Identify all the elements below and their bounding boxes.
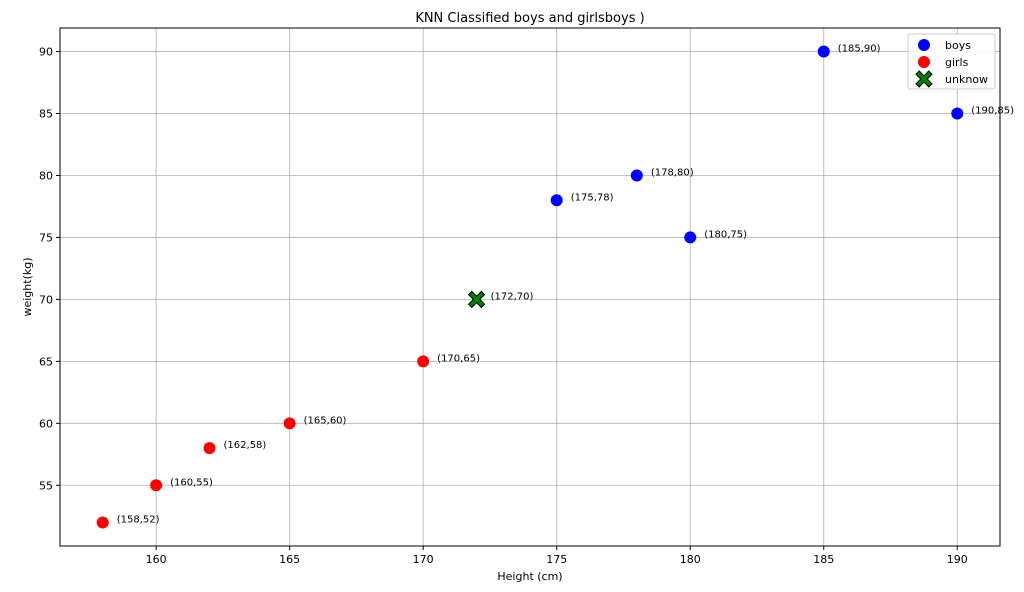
boys-point: [684, 231, 697, 244]
y-tick-label: 75: [39, 231, 53, 244]
legend-marker-unknow: [915, 70, 933, 88]
point-label: (175,78): [571, 192, 614, 203]
point-label: (170,65): [437, 353, 480, 364]
point-label: (172,70): [491, 291, 534, 302]
girls-point: [203, 442, 216, 455]
boys-point: [817, 45, 830, 58]
point-label: (190,85): [971, 106, 1014, 117]
plot-frame: [59, 27, 1001, 547]
y-axis-label: weight(kg): [21, 257, 34, 316]
point-label: (165,60): [304, 415, 347, 426]
point-label: (185,90): [838, 44, 881, 55]
y-tick-label: 70: [39, 293, 53, 306]
data-points: (175,78) (178,80) (180,75) (185,90) (190,85)…: [96, 44, 1014, 529]
y-tick-label: 65: [39, 355, 53, 368]
girls-point: [283, 417, 296, 430]
x-tick-label: 180: [680, 553, 701, 566]
y-axis-ticks: 55 60 65 70 75 80 85 90: [39, 46, 60, 492]
legend-marker-girls: [918, 56, 930, 68]
legend-marker-boys: [918, 39, 930, 51]
x-tick-label: 185: [813, 553, 834, 566]
y-tick-label: 85: [39, 108, 53, 121]
x-tick-label: 175: [546, 553, 567, 566]
legend-label: boys: [945, 39, 971, 52]
legend-label: unknow: [945, 73, 988, 86]
legend-label: girls: [945, 56, 969, 69]
chart-title: KNN Classified boys and girlsboys ): [415, 11, 644, 26]
y-tick-label: 80: [39, 169, 53, 182]
unknow-point: [467, 290, 486, 309]
boys-point: [630, 169, 643, 182]
y-tick-label: 60: [39, 417, 53, 430]
y-tick-label: 55: [39, 479, 53, 492]
boys-point: [550, 194, 563, 207]
x-tick-label: 165: [279, 553, 300, 566]
point-label: (162,58): [224, 440, 267, 451]
boys-point: [951, 107, 964, 120]
point-label: (180,75): [704, 229, 747, 240]
x-axis-label: Height (cm): [497, 570, 562, 583]
grid-lines: [60, 28, 1000, 546]
series-unknow: (172,70): [467, 290, 534, 309]
girls-point: [150, 479, 163, 492]
series-girls: (158,52) (160,55) (162,58) (165,60) (170,65): [96, 353, 480, 529]
series-boys: (175,78) (178,80) (180,75) (185,90) (190,85): [550, 44, 1014, 244]
point-label: (178,80): [651, 167, 694, 178]
x-axis-ticks: 160 165 170 175 180 185 190: [146, 546, 968, 566]
y-tick-label: 90: [39, 46, 53, 59]
point-label: (158,52): [117, 514, 160, 525]
legend: boys girls unknow: [907, 33, 996, 90]
point-label: (160,55): [170, 477, 213, 488]
girls-point: [96, 516, 109, 529]
girls-point: [417, 355, 430, 368]
x-tick-label: 190: [947, 553, 968, 566]
x-tick-label: 160: [146, 553, 167, 566]
x-tick-label: 170: [413, 553, 434, 566]
